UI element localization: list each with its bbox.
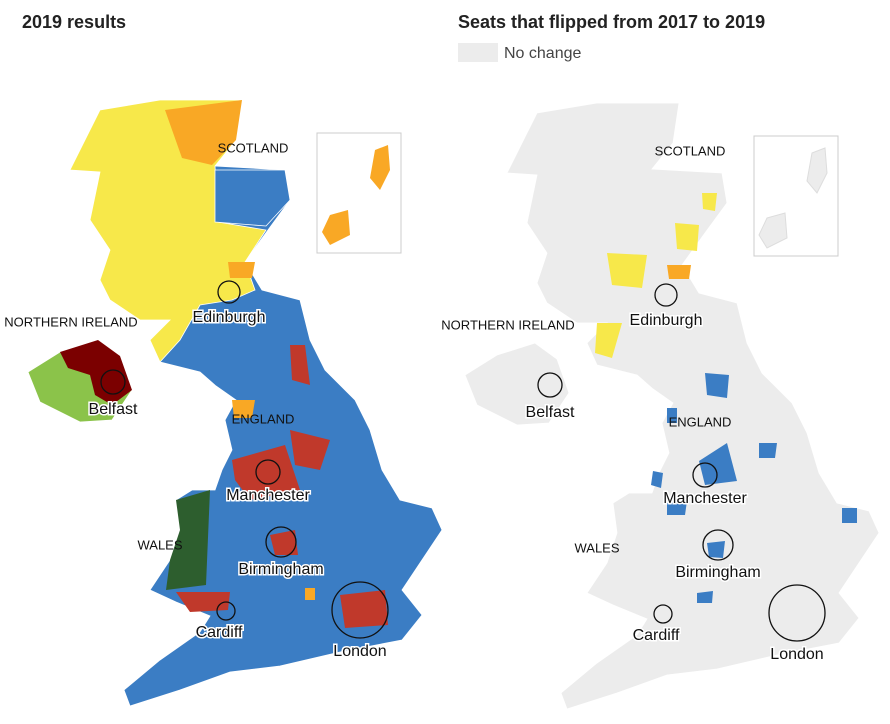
city-label: London bbox=[333, 643, 386, 660]
ni-dup bbox=[60, 340, 132, 405]
city-label: Belfast bbox=[89, 401, 138, 418]
city-label: Edinburgh bbox=[193, 309, 266, 326]
city-label: Birmingham bbox=[675, 564, 760, 581]
snp-gains bbox=[595, 193, 717, 358]
libdem-seats bbox=[165, 100, 255, 278]
city-circle bbox=[217, 280, 241, 304]
wales-pc bbox=[166, 490, 210, 590]
city-label: Manchester bbox=[663, 490, 747, 507]
region-label: NORTHERN IRELAND bbox=[4, 314, 137, 329]
region-label: ENGLAND bbox=[669, 414, 732, 429]
city-circle bbox=[702, 529, 734, 561]
city-circle bbox=[100, 369, 126, 395]
scotland-snp bbox=[69, 99, 267, 363]
legend-label: No change bbox=[504, 45, 581, 62]
inset-box bbox=[316, 132, 402, 254]
city-label: Cardiff bbox=[196, 624, 243, 641]
region-label: NORTHERN IRELAND bbox=[441, 317, 574, 332]
snp-gain-ld bbox=[667, 265, 691, 279]
scotland-con bbox=[214, 169, 291, 227]
map-title: Seats that flipped from 2017 to 2019 bbox=[458, 12, 765, 32]
legend-swatch bbox=[458, 43, 498, 62]
city-label: Edinburgh bbox=[630, 312, 703, 329]
city-label: Cardiff bbox=[633, 627, 680, 644]
city-label: Manchester bbox=[226, 487, 310, 504]
region-label: ENGLAND bbox=[232, 411, 295, 426]
labour-seats bbox=[176, 345, 388, 628]
region-label: SCOTLAND bbox=[218, 140, 289, 155]
right-map bbox=[464, 102, 880, 710]
city-circle bbox=[255, 459, 281, 485]
city-circle bbox=[265, 526, 297, 558]
city-label: Birmingham bbox=[238, 561, 323, 578]
city-label: Belfast bbox=[526, 404, 575, 421]
city-label: London bbox=[770, 646, 823, 663]
city-circle bbox=[654, 283, 678, 307]
region-label: WALES bbox=[574, 540, 619, 555]
city-circle bbox=[692, 462, 718, 488]
city-circle bbox=[331, 581, 389, 639]
left-map bbox=[27, 99, 443, 707]
city-circle bbox=[653, 604, 673, 624]
map-title: 2019 results bbox=[22, 12, 126, 32]
city-circle bbox=[768, 584, 826, 642]
inset-box bbox=[753, 135, 839, 257]
region-label: WALES bbox=[137, 537, 182, 552]
city-circle bbox=[537, 372, 563, 398]
city-circle bbox=[216, 601, 236, 621]
region-label: SCOTLAND bbox=[655, 143, 726, 158]
